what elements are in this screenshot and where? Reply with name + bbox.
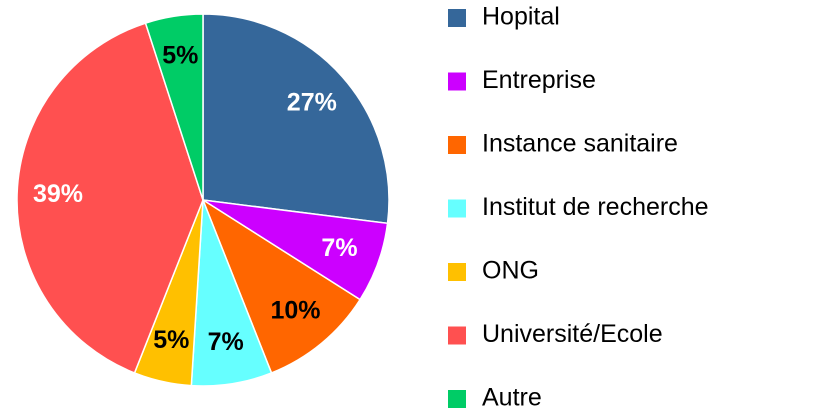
legend-label: Institut de recherche — [482, 193, 709, 221]
legend-label: ONG — [482, 257, 539, 285]
legend-swatch — [448, 136, 466, 154]
pie-slice — [16, 22, 204, 374]
legend-swatch — [448, 263, 466, 281]
legend-swatch — [448, 9, 466, 27]
data-label: 39% — [33, 180, 83, 208]
legend-swatch — [448, 390, 466, 408]
legend-swatch — [448, 199, 466, 218]
legend-swatch — [448, 72, 466, 91]
data-label: 10% — [270, 296, 320, 324]
pie-slice — [144, 13, 204, 201]
legend-label: Université/Ecole — [482, 320, 663, 348]
data-label: 5% — [153, 326, 189, 354]
legend-label: Entreprise — [482, 66, 596, 94]
pie-slice — [201, 198, 362, 374]
legend-label: Instance sanitaire — [482, 130, 678, 158]
legend-label: Hopital — [482, 3, 560, 31]
data-label: 7% — [321, 234, 357, 262]
legend-swatch — [448, 326, 466, 345]
pie-slice — [202, 13, 390, 225]
data-label: 5% — [162, 41, 198, 69]
data-label: 27% — [287, 89, 337, 117]
data-label: 7% — [208, 328, 244, 356]
legend-label: Autre — [482, 384, 542, 412]
